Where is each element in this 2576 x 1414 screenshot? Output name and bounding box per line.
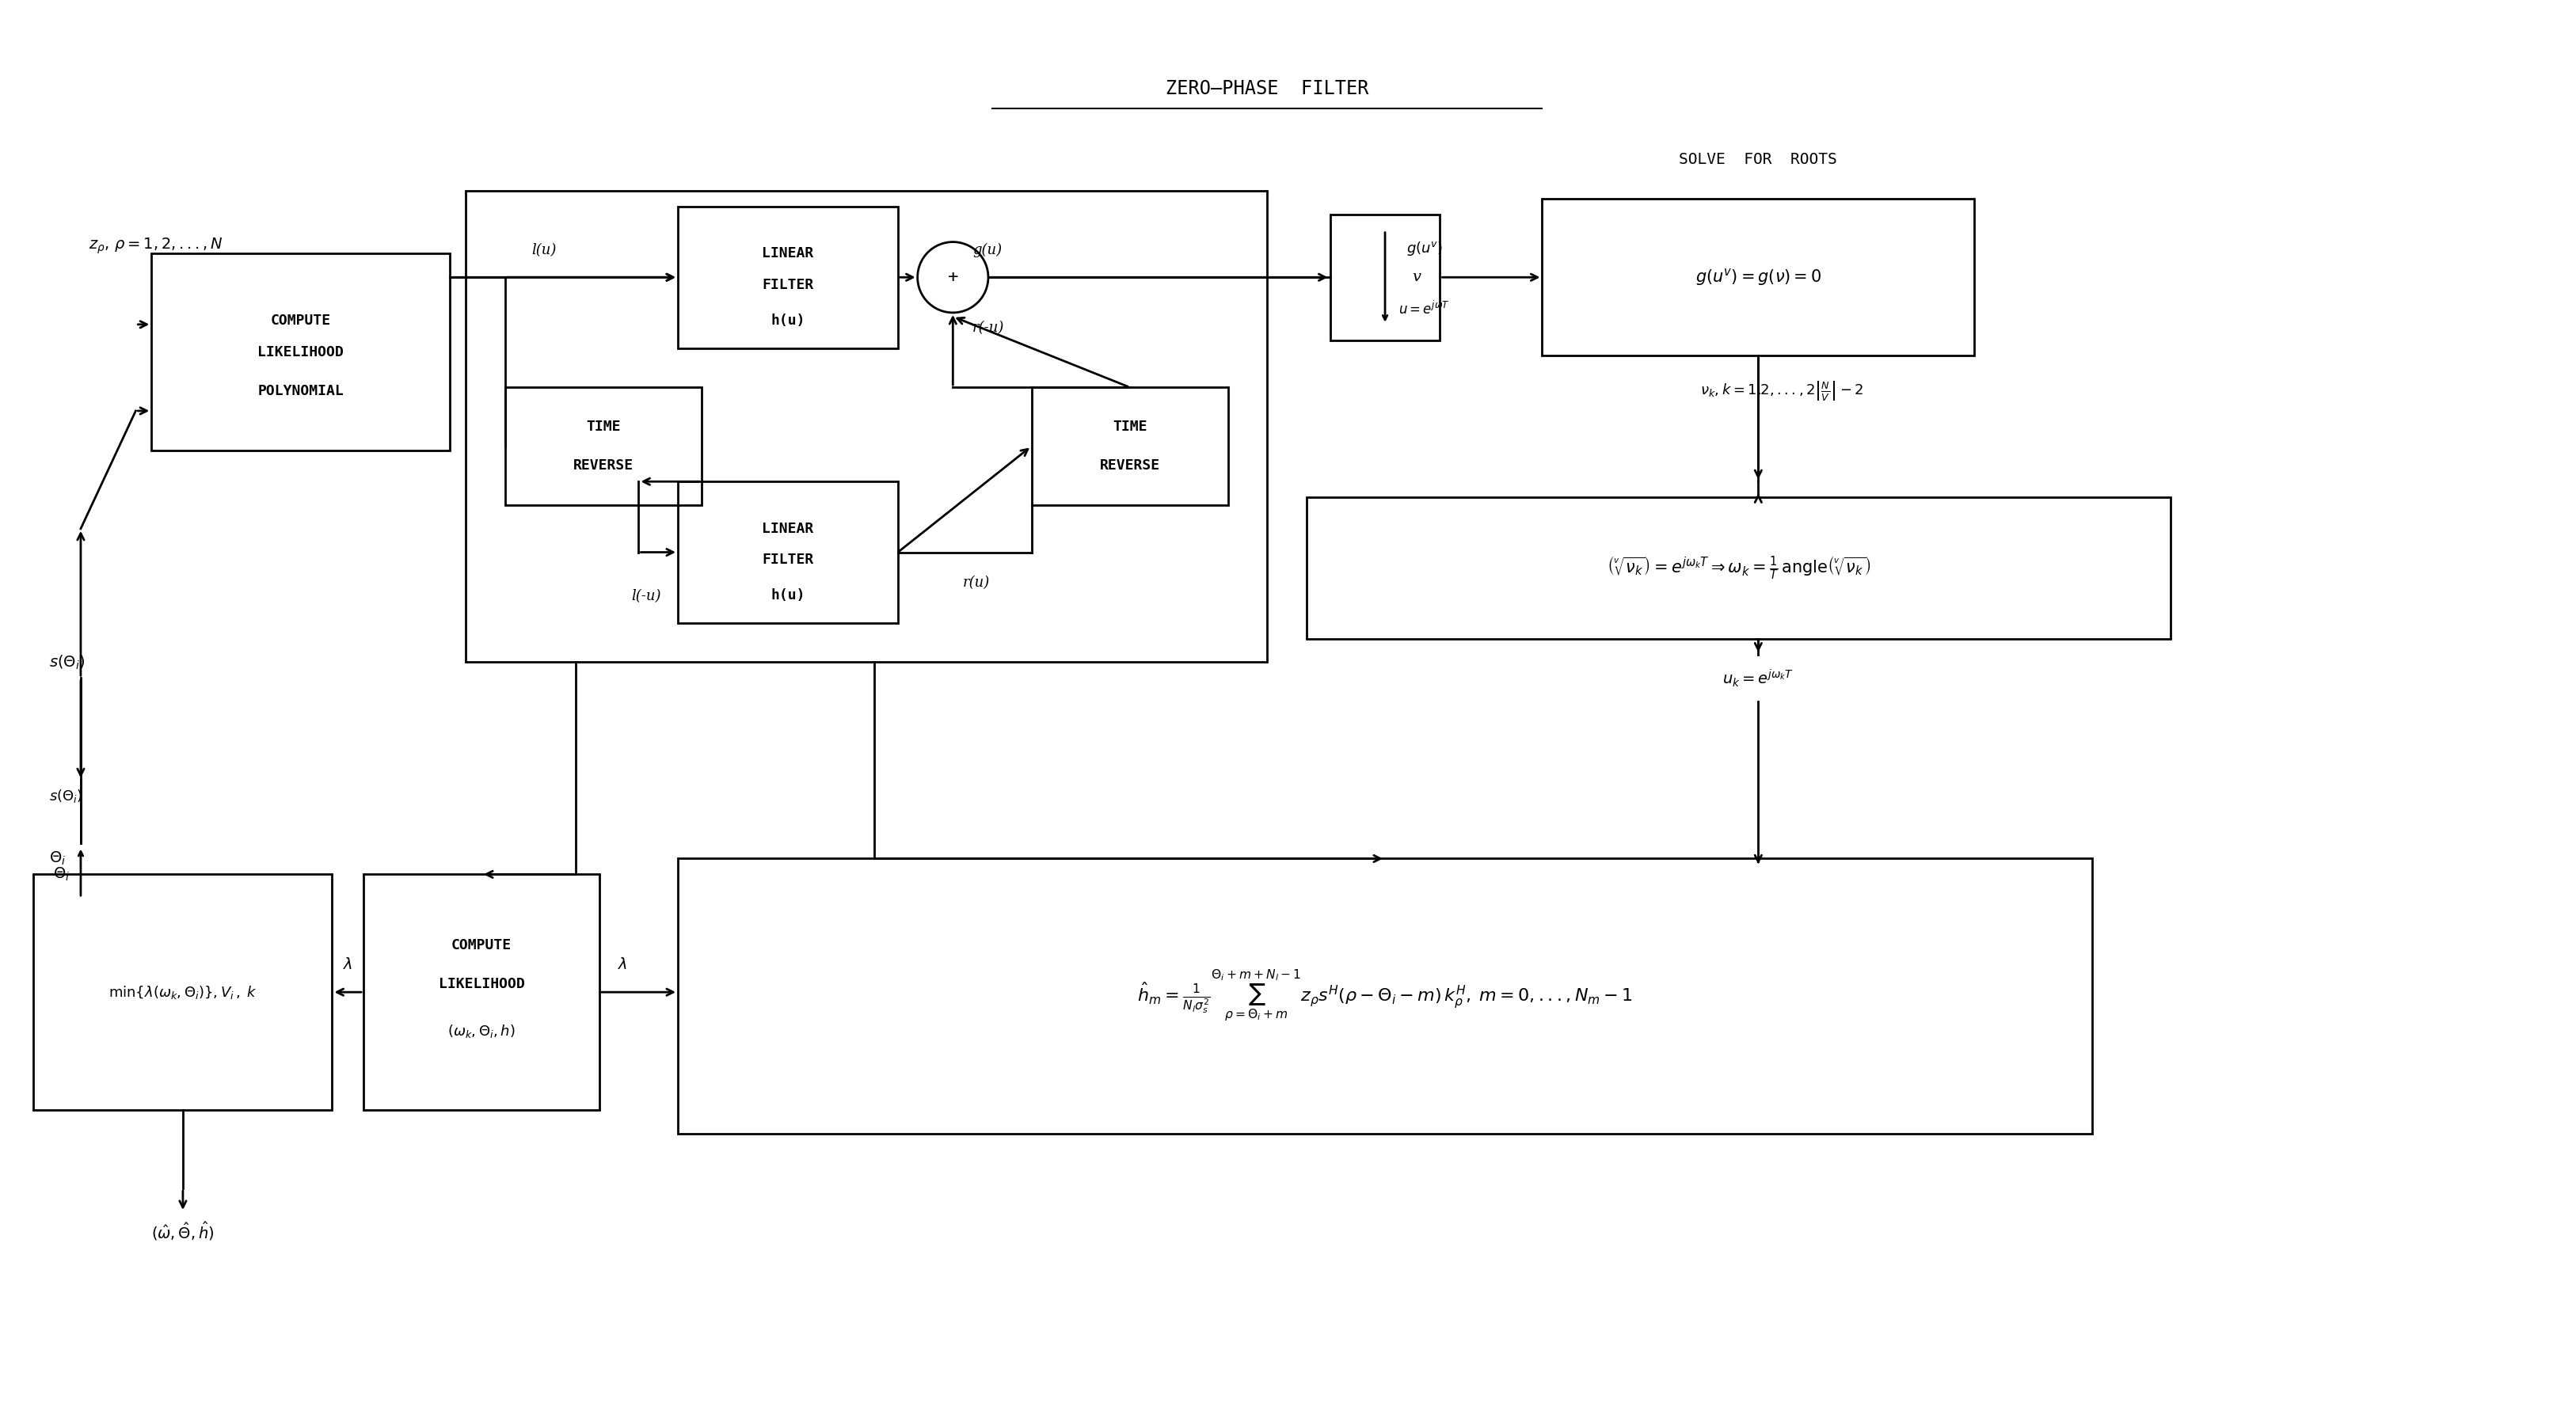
Text: l(u): l(u) — [531, 243, 556, 257]
Text: $\nu_k, k=1.2,...,2\left|\frac{N}{V}\right|-2$: $\nu_k, k=1.2,...,2\left|\frac{N}{V}\rig… — [1700, 379, 1862, 403]
Bar — [1543, 199, 1973, 356]
Text: REVERSE: REVERSE — [572, 458, 634, 472]
Text: l(-u): l(-u) — [631, 590, 662, 604]
Text: $(\omega_k,\Theta_i, h)$: $(\omega_k,\Theta_i, h)$ — [448, 1024, 515, 1039]
Bar — [677, 858, 2092, 1134]
Text: $\hat{h}_m = \frac{1}{N_l\sigma_s^2}\sum_{\rho=\Theta_i+m}^{\Theta_i+m+N_l-1} z_: $\hat{h}_m = \frac{1}{N_l\sigma_s^2}\sum… — [1136, 969, 1633, 1024]
Text: $(\hat{\omega},\hat{\Theta},\hat{h})$: $(\hat{\omega},\hat{\Theta},\hat{h})$ — [152, 1220, 214, 1241]
Text: $s(\Theta_i)$: $s(\Theta_i)$ — [49, 788, 82, 805]
Text: h(u): h(u) — [770, 588, 806, 602]
Text: LINEAR: LINEAR — [762, 246, 814, 260]
Text: REVERSE: REVERSE — [1100, 458, 1159, 472]
Text: $z_\rho,\, \rho = 1,2,...,N$: $z_\rho,\, \rho = 1,2,...,N$ — [88, 236, 224, 256]
Bar — [152, 253, 451, 450]
Text: FILTER: FILTER — [762, 279, 814, 293]
Bar — [677, 482, 899, 624]
Text: $g(u^v)$: $g(u^v)$ — [1406, 240, 1443, 257]
Bar — [677, 206, 899, 348]
Bar — [1306, 498, 2172, 639]
Text: $\Theta_i$: $\Theta_i$ — [49, 850, 67, 867]
Text: FILTER: FILTER — [762, 553, 814, 567]
Text: $\min\{\lambda(\omega_k,\Theta_i)\}, V_i\,,\; k$: $\min\{\lambda(\omega_k,\Theta_i)\}, V_i… — [108, 984, 258, 1001]
Text: $\lambda$: $\lambda$ — [343, 957, 353, 973]
Text: LIKELIHOOD: LIKELIHOOD — [258, 345, 343, 359]
Text: POLYNOMIAL: POLYNOMIAL — [258, 385, 343, 399]
Bar — [1329, 215, 1440, 341]
Text: g(u): g(u) — [974, 243, 1002, 257]
Text: h(u): h(u) — [770, 314, 806, 328]
Text: $\lambda$: $\lambda$ — [618, 957, 629, 973]
Text: TIME: TIME — [585, 420, 621, 434]
Bar — [505, 387, 701, 505]
Text: $u_k = e^{j\omega_k T}$: $u_k = e^{j\omega_k T}$ — [1723, 667, 1793, 689]
Text: LINEAR: LINEAR — [762, 522, 814, 536]
Text: TIME: TIME — [1113, 420, 1146, 434]
Text: $g(u^v)=g(\nu)=0$: $g(u^v)=g(\nu)=0$ — [1695, 267, 1821, 287]
Text: COMPUTE: COMPUTE — [270, 314, 330, 328]
Text: $\Theta_i$: $\Theta_i$ — [54, 865, 70, 882]
Text: $s(\Theta_i)$: $s(\Theta_i)$ — [49, 653, 85, 672]
Bar — [363, 874, 600, 1110]
Bar — [1030, 387, 1229, 505]
Text: r(u): r(u) — [963, 575, 989, 590]
Text: v: v — [1412, 270, 1422, 284]
Text: $\left(\sqrt[v]{\nu_k}\right)=e^{j\omega_k T}\Rightarrow \omega_k=\frac{1}{T}\,\: $\left(\sqrt[v]{\nu_k}\right)=e^{j\omega… — [1607, 554, 1870, 581]
Text: r(-u): r(-u) — [974, 321, 1005, 335]
Text: SOLVE  FOR  ROOTS: SOLVE FOR ROOTS — [1680, 153, 1837, 167]
Text: COMPUTE: COMPUTE — [451, 937, 513, 952]
Bar — [33, 874, 332, 1110]
Text: $u=e^{j\omega T}$: $u=e^{j\omega T}$ — [1399, 301, 1450, 318]
Text: +: + — [948, 270, 958, 286]
Text: LIKELIHOOD: LIKELIHOOD — [438, 977, 526, 991]
Text: ZERO–PHASE  FILTER: ZERO–PHASE FILTER — [1164, 79, 1368, 98]
Bar — [466, 191, 1267, 662]
